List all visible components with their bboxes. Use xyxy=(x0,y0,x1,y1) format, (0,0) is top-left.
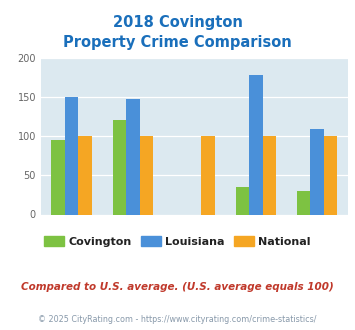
Bar xyxy=(126,98,140,214)
Text: © 2025 CityRating.com - https://www.cityrating.com/crime-statistics/: © 2025 CityRating.com - https://www.city… xyxy=(38,315,317,324)
Bar xyxy=(113,120,126,214)
Text: 2018 Covington: 2018 Covington xyxy=(113,15,242,30)
Bar xyxy=(324,136,338,214)
Bar xyxy=(297,191,310,214)
Bar xyxy=(235,187,249,214)
Bar xyxy=(249,75,263,214)
Bar xyxy=(78,136,92,214)
Bar xyxy=(51,140,65,214)
Bar xyxy=(310,129,324,214)
Bar xyxy=(140,136,153,214)
Bar xyxy=(65,97,78,214)
Text: Property Crime Comparison: Property Crime Comparison xyxy=(63,35,292,50)
Bar xyxy=(263,136,276,214)
Text: Compared to U.S. average. (U.S. average equals 100): Compared to U.S. average. (U.S. average … xyxy=(21,282,334,292)
Bar xyxy=(201,136,215,214)
Legend: Covington, Louisiana, National: Covington, Louisiana, National xyxy=(40,232,315,251)
